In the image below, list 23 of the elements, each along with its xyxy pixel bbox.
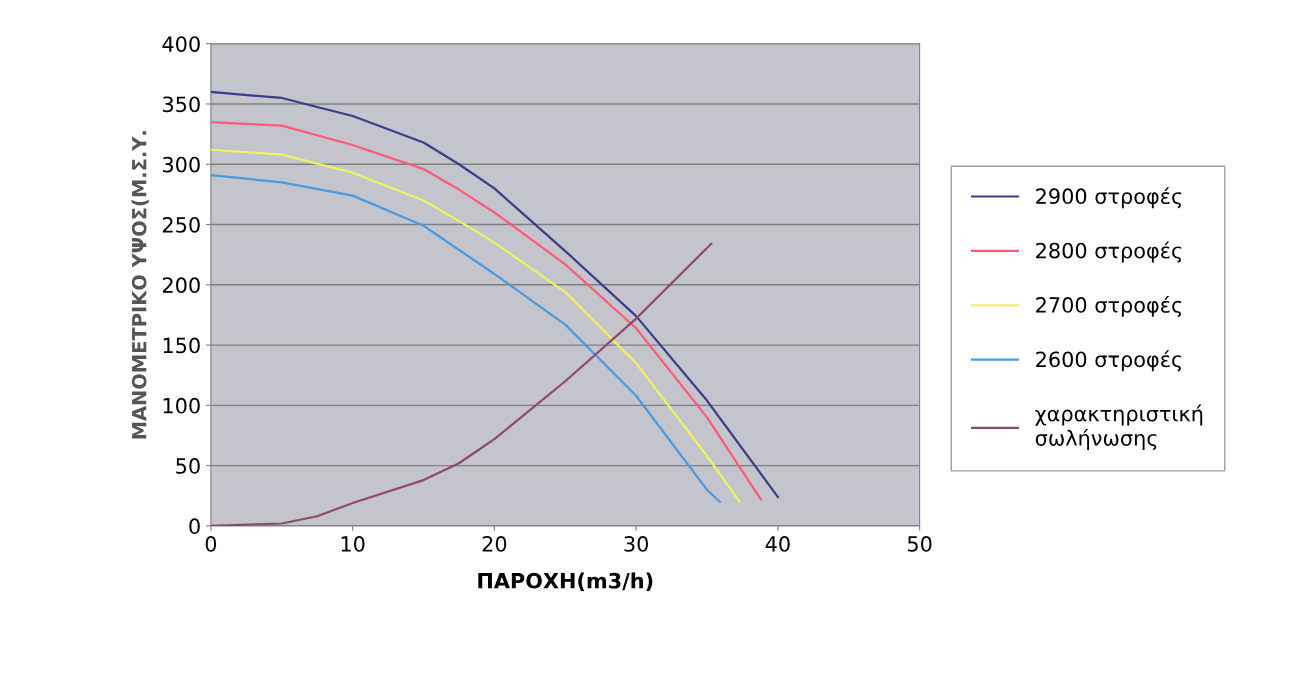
x-tick-label: 40 — [765, 536, 790, 552]
y-tick-label: 300 — [163, 156, 200, 173]
y-tick-label: 250 — [162, 216, 200, 233]
y-tick-label: 150 — [163, 337, 200, 354]
legend-label: 2800 στροφές — [1036, 241, 1182, 263]
y-tick-label: 0 — [189, 518, 200, 535]
y-tick-label: 350 — [163, 96, 200, 113]
line-series — [210, 242, 713, 526]
y-tick-label: 200 — [162, 277, 200, 294]
y-tick-label: 400 — [162, 36, 200, 52]
x-tick-label: 20 — [482, 536, 507, 552]
y-tick-label: 50 — [176, 458, 200, 474]
legend-label: χαρακτηριστική σωλήνωσης — [1035, 404, 1203, 450]
legend-label: 2700 στροφές — [1036, 295, 1182, 317]
legend-label: 2600 στροφές — [1036, 350, 1182, 372]
x-tick-label: 50 — [907, 536, 932, 552]
y-tick-label: 100 — [163, 397, 200, 414]
x-tick-label: 10 — [341, 536, 365, 552]
x-axis-title: ΠΑΡΟΧΗ(m3/h) — [478, 572, 653, 592]
legend-label: 2900 στροφές — [1036, 187, 1182, 209]
x-tick-label: 0 — [205, 536, 217, 552]
x-tick-label: 30 — [624, 536, 649, 552]
y-axis-title: ΜΑΝΟΜΕΤΡΙΚΟ ΥΨΟΣ(Μ.Σ.Υ. — [131, 131, 149, 439]
